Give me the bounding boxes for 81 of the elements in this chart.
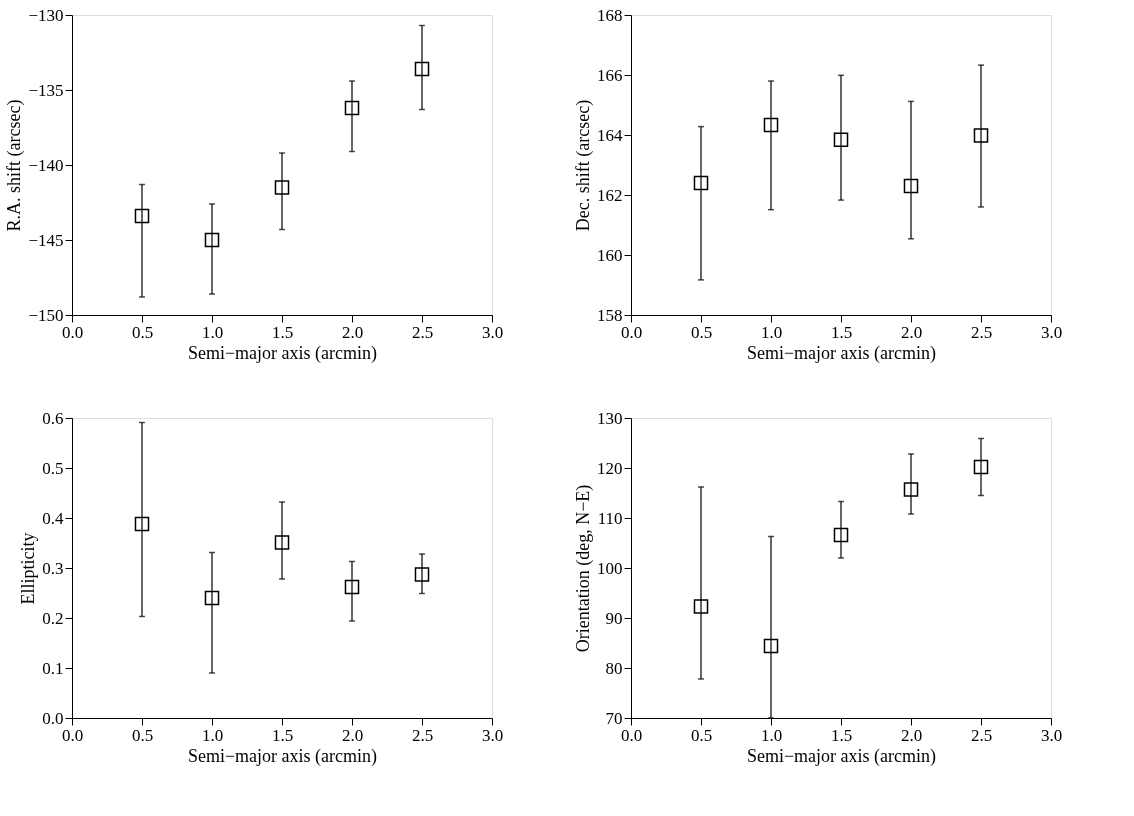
point [903,482,919,497]
x-tick-label: 2.0 [341,725,364,745]
y-tick-label: 162 [597,185,623,205]
x-tick-label: 1.0 [760,322,783,342]
x-tick-label: 0.0 [61,725,84,745]
point [903,178,919,194]
y-tick-label: 0.4 [42,508,64,528]
point [833,132,849,148]
y-tick-label: 90 [605,608,623,628]
x-tick-label: 2.5 [970,322,993,342]
point [833,527,849,543]
y-tick-label: 0.0 [42,708,64,728]
x-axis-title: Semi−major axis (arcmin) [746,342,937,364]
point [204,590,220,606]
y-tick-label: 168 [597,5,623,25]
x-axis-title: Semi−major axis (arcmin) [187,342,378,364]
point [973,128,989,143]
y-tick-label: −145 [28,230,64,250]
y-axis-title: Dec. shift (arcsec) [573,99,594,232]
x-tick-label: 2.0 [341,322,364,342]
x-tick-label: 2.5 [411,322,434,342]
x-tick-label: 2.5 [970,725,993,745]
x-tick-label: 1.0 [201,725,224,745]
y-axis-title: Orientation (deg, N−E) [573,484,594,653]
x-tick-label: 3.0 [1040,725,1063,745]
point [204,232,220,248]
x-tick-label: 0.5 [690,725,713,745]
x-tick-label: 2.0 [900,322,923,342]
y-tick-label: 164 [597,125,623,145]
point [763,117,779,133]
y-tick-label: 0.3 [42,558,64,578]
y-tick-label: 130 [597,408,623,428]
point [344,100,360,116]
point [274,180,290,195]
y-tick-label: −135 [28,80,64,100]
y-tick-label: 120 [597,458,623,478]
x-tick-label: 1.0 [201,322,224,342]
x-axis-title: Semi−major axis (arcmin) [746,745,937,767]
y-tick-label: −140 [28,155,64,175]
x-tick-label: 1.5 [271,322,294,342]
y-tick-label: 100 [597,558,623,578]
y-axis-title: R.A. shift (arcsec) [4,99,26,232]
y-tick-label: 0.2 [42,608,64,628]
y-tick-label: 160 [597,245,623,265]
x-tick-label: 3.0 [481,725,504,745]
x-tick-label: 3.0 [1040,322,1063,342]
y-tick-label: −130 [28,5,64,25]
point [693,175,709,191]
x-tick-label: 0.5 [131,322,154,342]
x-tick-label: 1.0 [760,725,783,745]
x-tick-label: 0.5 [131,725,154,745]
x-axis-title: Semi−major axis (arcmin) [187,745,378,767]
x-tick-label: 3.0 [481,322,504,342]
x-tick-label: 1.5 [830,322,853,342]
point [134,208,150,224]
x-tick-label: 0.0 [620,322,643,342]
x-tick-label: 0.5 [690,322,713,342]
point [274,535,290,550]
y-tick-label: 80 [605,658,623,678]
x-tick-label: 1.5 [271,725,294,745]
y-tick-label: 70 [605,708,623,728]
point [763,638,779,654]
point [693,599,709,614]
y-tick-label: 166 [597,65,623,85]
point [414,61,430,77]
x-tick-label: 2.5 [411,725,434,745]
point [344,579,360,595]
point [973,459,989,475]
point [414,567,430,582]
y-axis-title: Ellipticity [18,532,39,605]
y-tick-label: 0.1 [42,658,64,678]
y-tick-label: 110 [597,508,623,528]
y-tick-label: 0.6 [42,408,64,428]
x-tick-label: 1.5 [830,725,853,745]
y-tick-label: −150 [28,305,64,325]
x-tick-label: 0.0 [620,725,643,745]
x-tick-label: 0.0 [61,322,84,342]
point [134,516,150,532]
x-tick-label: 2.0 [900,725,923,745]
y-tick-label: 0.5 [42,458,64,478]
y-tick-label: 158 [597,305,623,325]
